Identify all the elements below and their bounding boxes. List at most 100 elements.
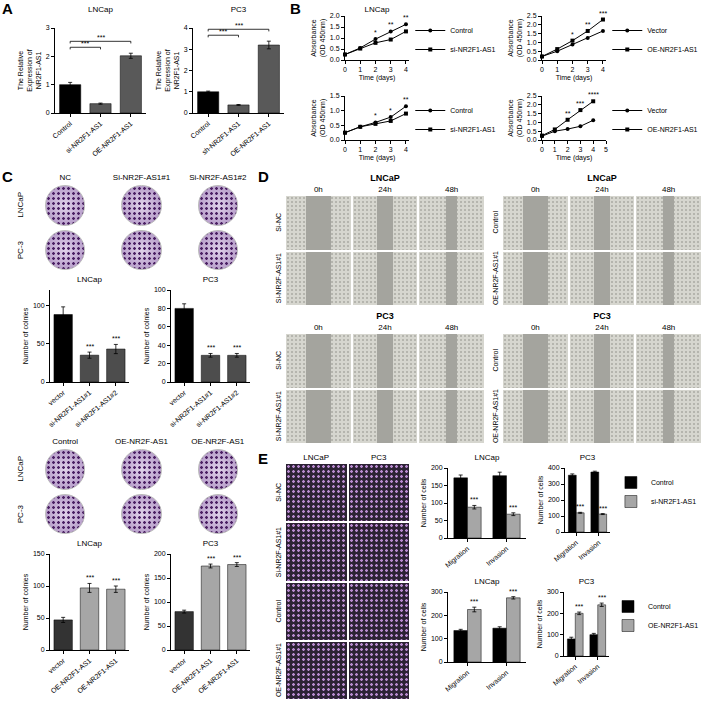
svg-text:si-NR2F1-AS1#2: si-NR2F1-AS1#2 <box>195 389 240 428</box>
svg-text:OE-NR2F1-AS1: OE-NR2F1-AS1 <box>647 46 697 53</box>
svg-text:***: *** <box>470 598 478 605</box>
svg-text:0: 0 <box>41 378 45 385</box>
svg-text:***: *** <box>233 344 241 351</box>
svg-text:OE-NR2F1-AS1: OE-NR2F1-AS1 <box>229 120 272 158</box>
svg-text:***: *** <box>207 555 215 562</box>
svg-text:***: *** <box>112 577 120 584</box>
svg-text:PC3: PC3 <box>203 539 219 548</box>
svg-text:***: *** <box>97 34 105 41</box>
svg-text:0: 0 <box>162 378 166 385</box>
svg-text:Control: Control <box>648 603 671 610</box>
svg-text:Absorbance(OD 450nm): Absorbance(OD 450nm) <box>310 99 327 138</box>
svg-text:Invasion: Invasion <box>577 539 602 561</box>
svg-text:Control: Control <box>51 120 73 140</box>
svg-text:PC3: PC3 <box>231 5 247 14</box>
svg-text:***: *** <box>112 335 120 342</box>
svg-text:5: 5 <box>604 146 608 153</box>
svg-text:0: 0 <box>343 146 347 153</box>
svg-text:200: 200 <box>547 610 559 617</box>
svg-text:Control: Control <box>450 27 473 34</box>
svg-text:**: ** <box>403 14 409 21</box>
svg-text:1.0: 1.0 <box>527 119 537 126</box>
svg-text:Absorbance(OD 450nm): Absorbance(OD 450nm) <box>507 99 524 138</box>
svg-text:vector: vector <box>168 657 188 675</box>
svg-text:*: * <box>389 107 392 114</box>
svg-text:***: *** <box>599 10 607 17</box>
svg-text:2: 2 <box>374 66 378 73</box>
svg-text:si-NR2F1-AS1: si-NR2F1-AS1 <box>450 126 495 133</box>
svg-text:300: 300 <box>548 480 560 487</box>
svg-text:***: *** <box>576 100 584 107</box>
svg-text:0: 0 <box>540 66 544 73</box>
svg-text:0: 0 <box>41 646 45 653</box>
svg-text:Time (days): Time (days) <box>359 74 396 82</box>
svg-text:60: 60 <box>158 323 166 330</box>
svg-text:si-NR2F1-AS1: si-NR2F1-AS1 <box>651 498 696 505</box>
svg-text:100: 100 <box>547 631 559 638</box>
svg-text:1.5: 1.5 <box>527 30 537 37</box>
svg-text:0.0: 0.0 <box>527 56 537 63</box>
svg-text:200: 200 <box>431 612 443 619</box>
svg-text:vector: vector <box>47 657 67 675</box>
svg-text:20: 20 <box>158 360 166 367</box>
svg-text:PC3: PC3 <box>203 275 219 284</box>
svg-text:LNCap: LNCap <box>475 453 500 462</box>
svg-text:***: *** <box>470 496 478 503</box>
svg-text:0.5: 0.5 <box>527 128 537 135</box>
svg-text:100: 100 <box>431 499 443 506</box>
svg-text:***: *** <box>509 504 517 511</box>
svg-text:2.5: 2.5 <box>527 12 537 19</box>
svg-text:LNCap: LNCap <box>77 275 102 284</box>
svg-text:1: 1 <box>184 88 188 95</box>
svg-text:Number of cells: Number of cells <box>536 599 543 648</box>
svg-text:1: 1 <box>555 66 559 73</box>
svg-text:150: 150 <box>154 574 166 581</box>
svg-text:0: 0 <box>343 66 347 73</box>
svg-text:200: 200 <box>548 496 560 503</box>
svg-text:0: 0 <box>439 658 443 665</box>
svg-text:1.0: 1.0 <box>330 34 340 41</box>
svg-text:**: ** <box>565 110 571 117</box>
svg-text:50: 50 <box>37 340 45 347</box>
svg-text:100: 100 <box>154 598 166 605</box>
svg-text:1: 1 <box>553 146 557 153</box>
svg-text:3: 3 <box>46 24 50 31</box>
svg-text:4: 4 <box>404 146 408 153</box>
svg-text:OE-NR2F1-AS1: OE-NR2F1-AS1 <box>648 622 698 629</box>
svg-text:1.0: 1.0 <box>527 39 537 46</box>
svg-text:OE-NR2F1-AS1: OE-NR2F1-AS1 <box>647 126 697 133</box>
svg-text:Number of colnies: Number of colnies <box>22 573 29 630</box>
svg-text:2.0: 2.0 <box>527 101 537 108</box>
svg-text:LNCap: LNCap <box>88 5 113 14</box>
svg-text:300: 300 <box>547 588 559 595</box>
svg-text:LNCap: LNCap <box>475 577 500 586</box>
svg-text:1.5: 1.5 <box>330 23 340 30</box>
svg-text:Invasion: Invasion <box>485 545 510 567</box>
svg-text:1.5: 1.5 <box>527 110 537 117</box>
svg-text:150: 150 <box>33 550 45 557</box>
svg-text:Control: Control <box>450 107 473 114</box>
svg-text:40: 40 <box>158 342 166 349</box>
svg-text:***: *** <box>509 588 517 595</box>
svg-text:4: 4 <box>184 24 188 31</box>
svg-text:PC3: PC3 <box>579 577 595 586</box>
svg-text:0: 0 <box>540 146 544 153</box>
svg-text:vector: vector <box>47 389 67 407</box>
svg-text:*: * <box>571 31 574 38</box>
svg-text:Absorbance(OD 450nm): Absorbance(OD 450nm) <box>310 19 327 58</box>
svg-text:si-NR2F1-AS1: si-NR2F1-AS1 <box>450 46 495 53</box>
svg-text:Number of colnies: Number of colnies <box>143 307 150 364</box>
svg-text:Number of cells: Number of cells <box>420 478 427 527</box>
svg-text:100: 100 <box>154 286 166 293</box>
svg-text:OE-NR2F1-AS1: OE-NR2F1-AS1 <box>170 657 213 695</box>
svg-text:***: *** <box>599 505 607 512</box>
svg-text:50: 50 <box>158 622 166 629</box>
svg-text:0: 0 <box>439 534 443 541</box>
svg-text:***: *** <box>235 22 243 29</box>
svg-text:300: 300 <box>431 588 443 595</box>
svg-text:Vector: Vector <box>647 107 668 114</box>
svg-text:1.0: 1.0 <box>330 107 340 114</box>
svg-text:0: 0 <box>555 652 559 659</box>
svg-text:*: * <box>374 29 377 36</box>
svg-text:LNCap: LNCap <box>77 539 102 548</box>
